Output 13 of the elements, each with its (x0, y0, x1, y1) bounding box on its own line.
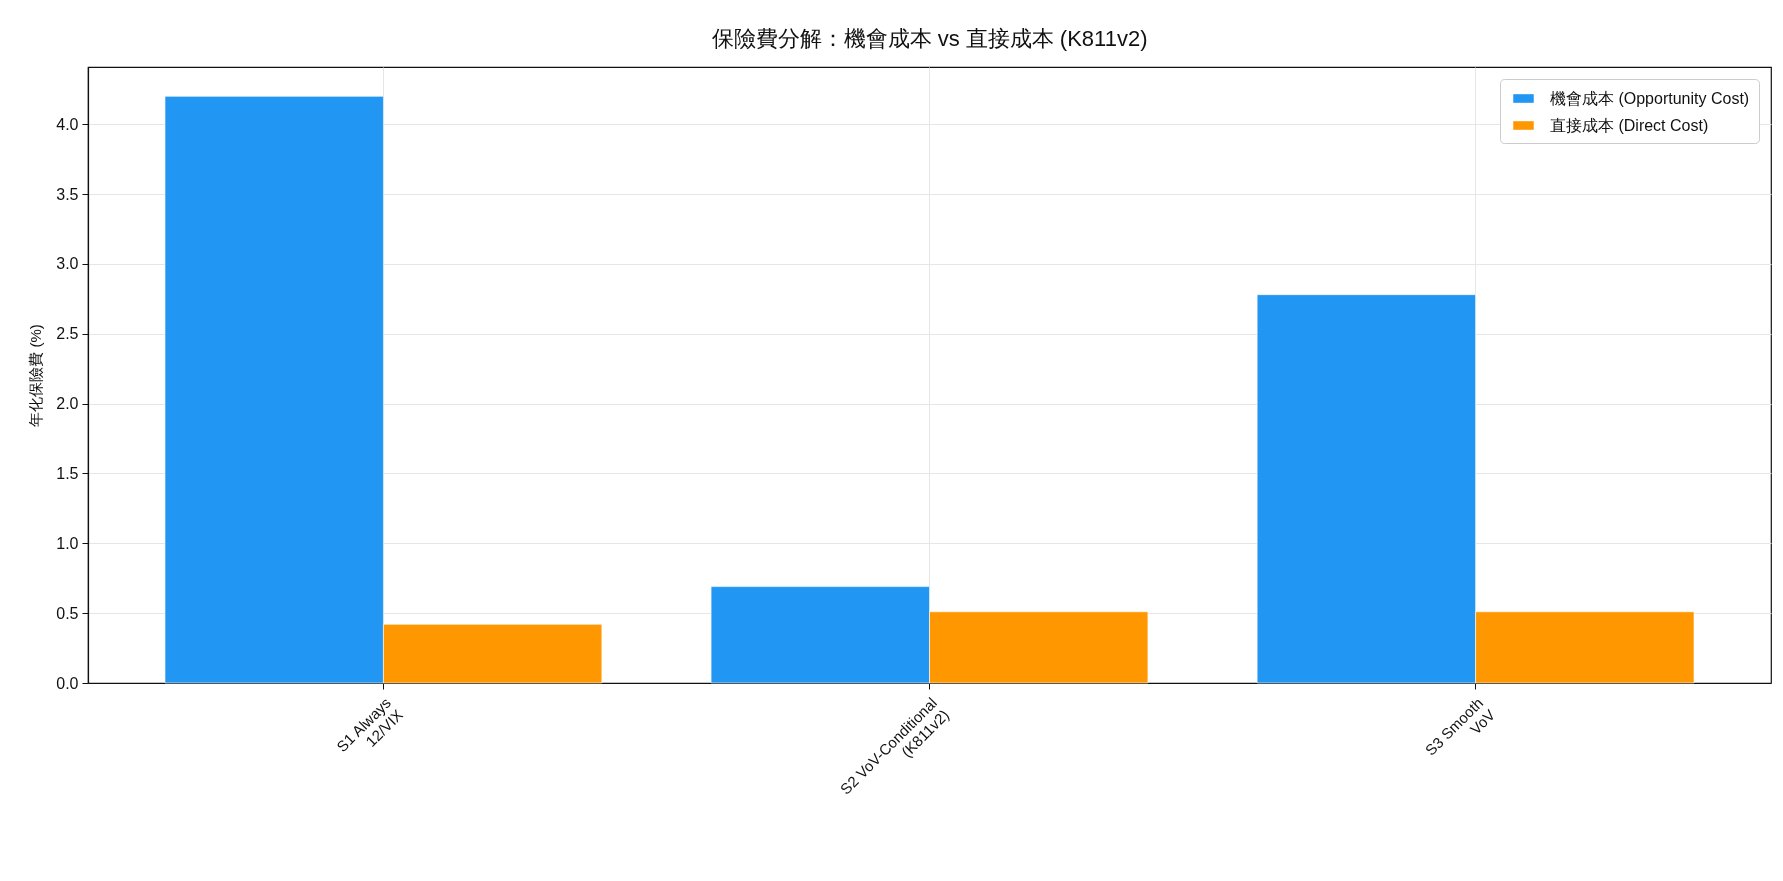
chart-title: 保險費分解：機會成本 vs 直接成本 (K811v2) (711, 26, 1148, 51)
y-tick-label: 4.0 (56, 115, 79, 133)
y-tick-label: 1.0 (56, 534, 79, 552)
legend-label: 直接成本 (Direct Cost) (1550, 116, 1709, 134)
y-tick-label: 0.5 (56, 604, 79, 622)
y-axis-title: 年化保險費 (%) (27, 324, 45, 427)
y-tick-label: 1.5 (56, 464, 79, 482)
y-tick-label: 2.0 (56, 395, 79, 413)
y-tick-label: 3.0 (56, 255, 79, 273)
y-tick-label: 0.0 (56, 674, 79, 692)
y-tick-label: 3.5 (56, 185, 79, 203)
y-tick-label: 2.5 (56, 325, 79, 343)
legend-label: 機會成本 (Opportunity Cost) (1550, 89, 1750, 107)
